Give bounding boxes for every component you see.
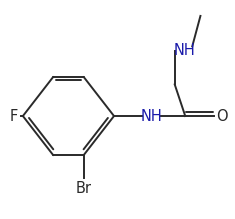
Text: NH: NH — [173, 43, 195, 58]
Text: NH: NH — [141, 109, 162, 124]
Text: O: O — [216, 109, 227, 124]
Text: Br: Br — [76, 181, 92, 196]
Text: F: F — [9, 109, 18, 124]
